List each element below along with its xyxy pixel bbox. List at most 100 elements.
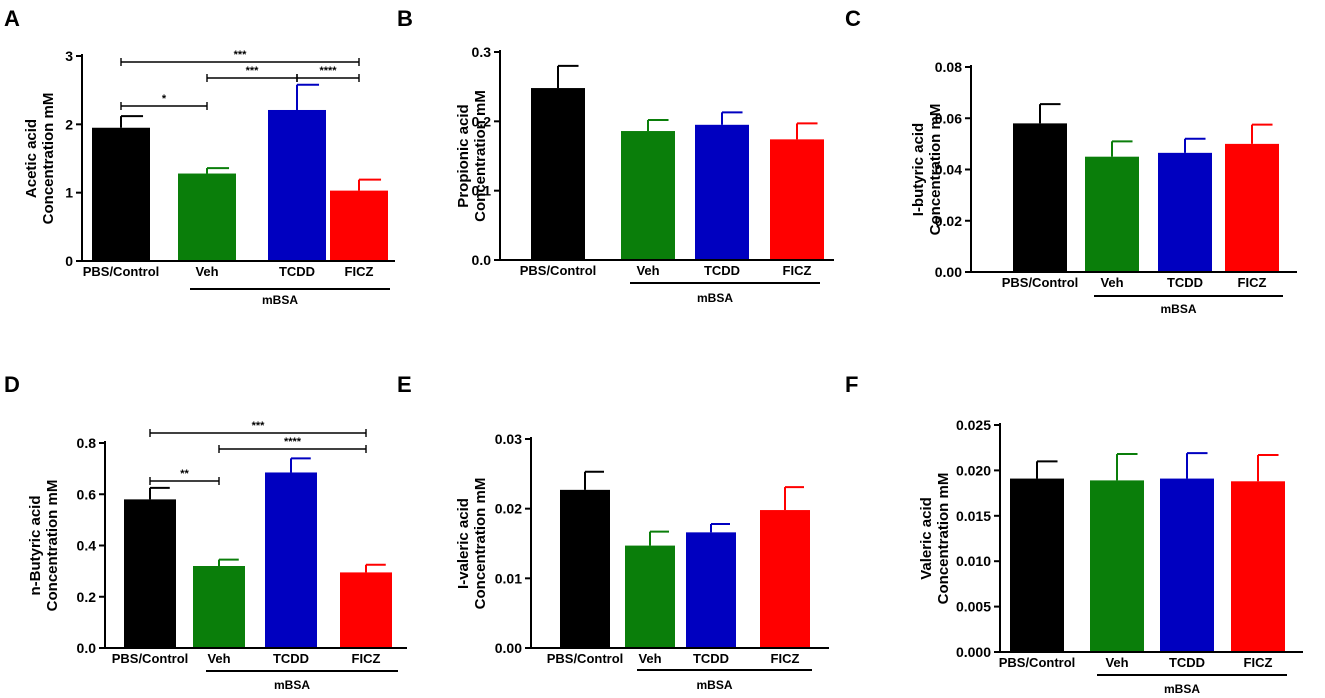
y-axis-label-line1: Propionic acid bbox=[455, 104, 472, 207]
category-label: TCDD bbox=[1167, 275, 1203, 290]
category-label: PBS/Control bbox=[999, 655, 1076, 670]
y-axis-label: I-butyric acidConcentration mM bbox=[910, 104, 944, 236]
category-label: FICZ bbox=[352, 651, 381, 666]
bar-veh bbox=[1090, 480, 1144, 652]
y-tick-label: 0.02 bbox=[935, 213, 962, 229]
significance-bracket: ** bbox=[149, 468, 220, 485]
y-tick-label: 0.3 bbox=[472, 44, 492, 60]
panel-c: C I-butyric acidConcentration mM PBS/Contr… bbox=[845, 6, 1297, 316]
bar-ficz bbox=[760, 510, 810, 648]
sig-label: ** bbox=[180, 468, 189, 480]
y-tick-label: 0.2 bbox=[472, 113, 492, 129]
group-label: mBSA bbox=[696, 678, 732, 692]
category-label: TCDD bbox=[704, 263, 740, 278]
category-label: FICZ bbox=[771, 651, 800, 666]
category-label: Veh bbox=[207, 651, 230, 666]
panel-a: A Acetic acidConcentration mM PBS/Control V… bbox=[4, 6, 395, 307]
bar-tcdd bbox=[1160, 478, 1214, 652]
y-tick-label: 0.010 bbox=[956, 553, 991, 569]
category-label: FICZ bbox=[345, 264, 374, 279]
bar-pbscontrol bbox=[560, 489, 610, 648]
category-label: Veh bbox=[636, 263, 659, 278]
y-axis-label: I-valeric acidConcentration mM bbox=[455, 478, 489, 610]
y-tick-label: 0.025 bbox=[956, 417, 991, 433]
y-axis-label-line1: n-Butyric acid bbox=[27, 495, 44, 595]
sig-label: *** bbox=[246, 65, 260, 77]
significance-bracket: * bbox=[120, 93, 208, 110]
category-label: PBS/Control bbox=[83, 264, 160, 279]
y-tick-label: 0.08 bbox=[935, 59, 962, 75]
y-tick-label: 0.2 bbox=[77, 589, 97, 605]
bar-ficz bbox=[1225, 143, 1279, 272]
category-label: TCDD bbox=[279, 264, 315, 279]
category-label: TCDD bbox=[693, 651, 729, 666]
y-tick-label: 0.020 bbox=[956, 462, 991, 478]
category-label: TCDD bbox=[1169, 655, 1205, 670]
bar-veh bbox=[621, 131, 675, 260]
group-label: mBSA bbox=[1164, 682, 1200, 696]
bar-tcdd bbox=[1158, 152, 1212, 272]
bar-ficz bbox=[1231, 481, 1285, 652]
panel-letter: C bbox=[845, 6, 861, 31]
category-label: PBS/Control bbox=[112, 651, 189, 666]
bar-pbscontrol bbox=[531, 88, 585, 260]
y-axis-label-line2: Concentration mM bbox=[44, 480, 61, 612]
group-label: mBSA bbox=[1160, 302, 1196, 316]
y-axis-label-line1: Valeric acid bbox=[918, 497, 935, 580]
bar-veh bbox=[625, 545, 675, 648]
y-tick-label: 0.015 bbox=[956, 508, 991, 524]
category-label: TCDD bbox=[273, 651, 309, 666]
bar-veh bbox=[178, 173, 236, 261]
y-tick-label: 0.0 bbox=[472, 252, 492, 268]
y-tick-label: 0.02 bbox=[495, 501, 522, 517]
y-axis-label-line2: Concentration mM bbox=[927, 104, 944, 236]
panel-b: B Propionic acidConcentration mM PBS/Contr… bbox=[397, 6, 834, 305]
y-axis-label: Acetic acidConcentration mM bbox=[23, 93, 57, 225]
bar-tcdd bbox=[268, 109, 326, 261]
panel-letter: E bbox=[397, 372, 412, 397]
bar-tcdd bbox=[265, 472, 317, 648]
category-label: PBS/Control bbox=[1002, 275, 1079, 290]
y-tick-label: 0.01 bbox=[495, 570, 522, 586]
bar-veh bbox=[1085, 156, 1139, 272]
y-axis-label-line2: Concentration mM bbox=[472, 90, 489, 222]
category-label: Veh bbox=[195, 264, 218, 279]
y-tick-label: 0.0 bbox=[77, 640, 97, 656]
significance-bracket: *** bbox=[206, 65, 298, 82]
y-tick-label: 0.005 bbox=[956, 599, 991, 615]
y-tick-label: 1 bbox=[65, 185, 73, 201]
y-tick-label: 0.1 bbox=[472, 183, 492, 199]
category-label: Veh bbox=[1100, 275, 1123, 290]
bar-ficz bbox=[330, 190, 388, 261]
y-axis-label-line2: Concentration mM bbox=[472, 478, 489, 610]
group-label: mBSA bbox=[262, 293, 298, 307]
bar-pbscontrol bbox=[1010, 478, 1064, 652]
bar-tcdd bbox=[695, 124, 749, 260]
bar-pbscontrol bbox=[1013, 123, 1067, 272]
category-label: Veh bbox=[638, 651, 661, 666]
category-label: FICZ bbox=[783, 263, 812, 278]
y-axis-label-line2: Concentration mM bbox=[935, 473, 952, 605]
sig-label: **** bbox=[284, 436, 302, 448]
y-tick-label: 0.00 bbox=[495, 640, 522, 656]
significance-bracket: **** bbox=[296, 65, 360, 82]
significance-bracket: *** bbox=[120, 49, 360, 66]
bar-ficz bbox=[340, 572, 392, 648]
y-axis-label-line2: Concentration mM bbox=[40, 93, 57, 225]
y-tick-label: 3 bbox=[65, 48, 73, 64]
y-tick-label: 0.8 bbox=[77, 435, 97, 451]
y-tick-label: 0.06 bbox=[935, 110, 962, 126]
panel-f: F Valeric acidConcentration mM PBS/Control… bbox=[845, 372, 1303, 696]
panel-letter: D bbox=[4, 372, 20, 397]
category-label: PBS/Control bbox=[547, 651, 624, 666]
y-axis-label-line1: I-butyric acid bbox=[910, 123, 927, 216]
category-label: PBS/Control bbox=[520, 263, 597, 278]
y-tick-label: 0.6 bbox=[77, 486, 97, 502]
panel-d: Dn-Butyric acidConcentration mM PBS/Contr… bbox=[4, 372, 407, 692]
group-label: mBSA bbox=[274, 678, 310, 692]
y-axis-label-line1: Acetic acid bbox=[23, 119, 40, 198]
significance-bracket: **** bbox=[218, 436, 367, 453]
sig-label: *** bbox=[252, 420, 266, 432]
panel-e: E I-valeric acidConcentration mM PBS/Contr… bbox=[397, 372, 829, 692]
